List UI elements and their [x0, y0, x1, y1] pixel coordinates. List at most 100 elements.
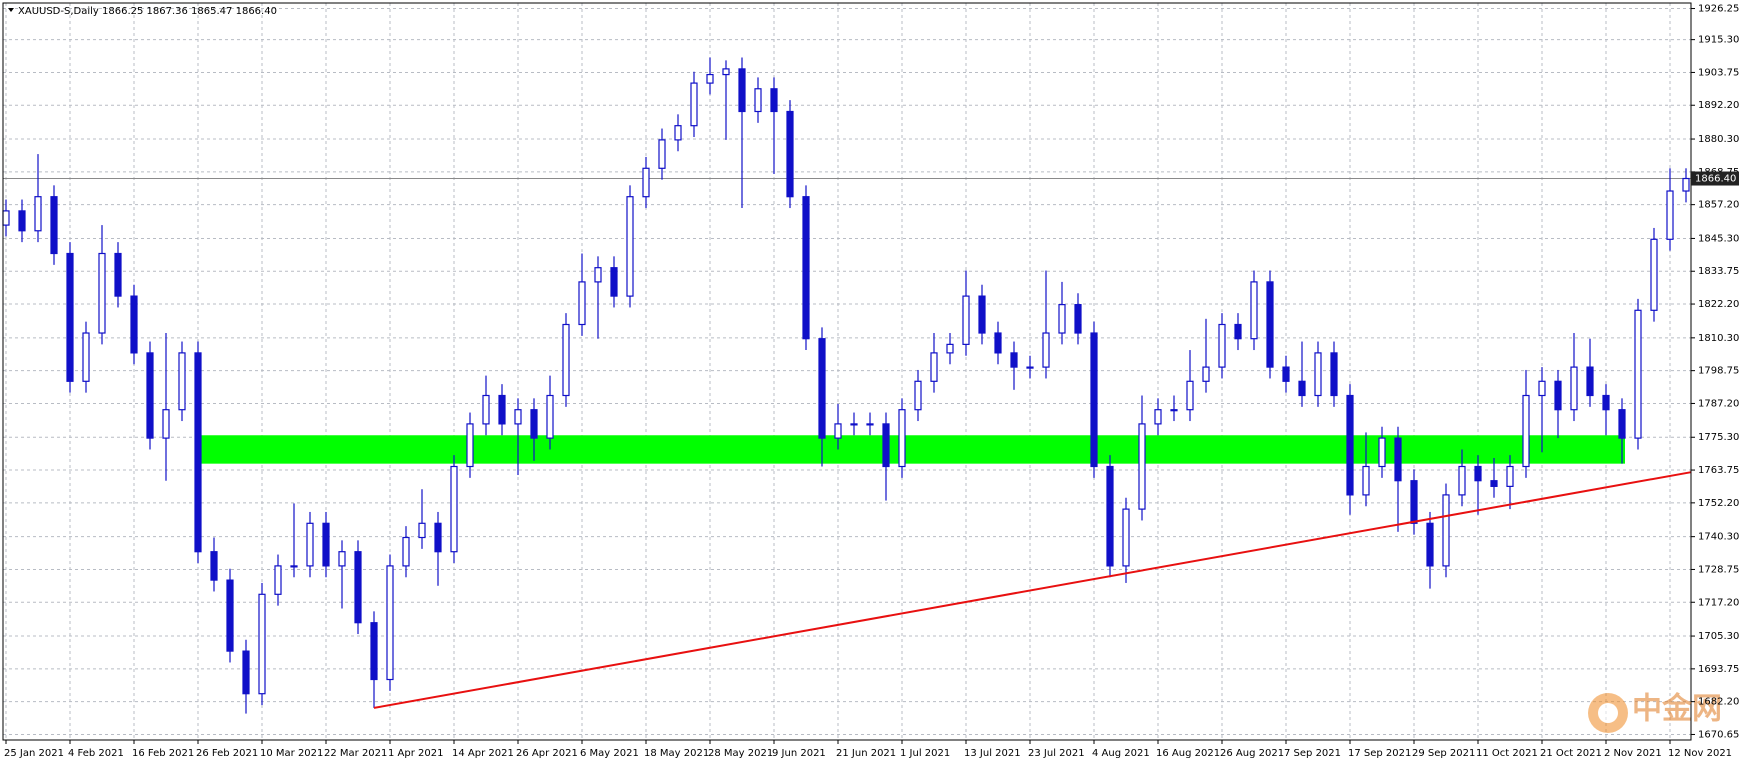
header-arrow [8, 8, 14, 12]
candle-body [610, 267, 618, 297]
candle-body [242, 650, 250, 695]
candle-body [482, 394, 490, 425]
candle-body [1394, 437, 1402, 482]
candle-body [1538, 380, 1546, 397]
x-tick-label: 16 Aug 2021 [1156, 748, 1220, 759]
x-tick-label: 18 May 2021 [644, 748, 709, 759]
candle-body [994, 332, 1002, 354]
x-tick-label: 26 Aug 2021 [1220, 748, 1284, 759]
x-tick-label: 26 Apr 2021 [516, 748, 578, 759]
candle-body [1154, 409, 1162, 425]
candle-body [1474, 465, 1482, 482]
candle-body [1666, 190, 1674, 240]
x-tick-label: 29 Sep 2021 [1412, 748, 1475, 759]
candle-body [866, 423, 874, 426]
candle-body [930, 352, 938, 382]
candle-body [1026, 366, 1034, 369]
candle-body [1042, 332, 1050, 368]
candle-body [1362, 465, 1370, 496]
y-tick-label: 1787.20 [1698, 398, 1739, 409]
y-tick-label: 1798.75 [1698, 366, 1739, 377]
candle-body [658, 139, 666, 169]
candle-body [1602, 394, 1610, 411]
candle-body [562, 323, 570, 397]
current-price-label: 1866.40 [1695, 174, 1736, 185]
candle-body [1586, 366, 1594, 397]
plot-frame [2, 2, 1692, 741]
candle-body [1410, 480, 1418, 524]
candle-body [1298, 380, 1306, 397]
candle-body [898, 409, 906, 468]
candle-body [114, 252, 122, 297]
candle-body [34, 196, 42, 232]
x-tick-label: 21 Jun 2021 [836, 748, 896, 759]
candle-body [690, 82, 698, 127]
candle-body [1650, 238, 1658, 311]
x-tick-label: 4 Feb 2021 [68, 748, 124, 759]
candle-body [594, 267, 602, 283]
candle-body [418, 522, 426, 539]
candle-body [258, 593, 266, 695]
candle-body [1010, 352, 1018, 368]
candle-body [962, 295, 970, 345]
x-tick-label: 23 Jul 2021 [1028, 748, 1085, 759]
y-tick-label: 1880.30 [1698, 134, 1739, 145]
x-tick-label: 9 Jun 2021 [772, 748, 826, 759]
candle-body [2, 210, 10, 226]
candle-body [706, 73, 714, 84]
x-tick-label: 4 Aug 2021 [1092, 748, 1150, 759]
candle-body [850, 423, 858, 426]
candle-body [66, 252, 74, 382]
x-tick-label: 25 Jan 2021 [4, 748, 64, 759]
candle-body [386, 565, 394, 681]
candle-body [722, 68, 730, 76]
y-tick-label: 1822.20 [1698, 299, 1739, 310]
candle-body [1266, 281, 1274, 368]
candle-body [626, 196, 634, 297]
x-tick-label: 6 May 2021 [580, 748, 639, 759]
y-tick-label: 1845.30 [1698, 233, 1739, 244]
candle-body [450, 465, 458, 553]
candle-body [498, 394, 506, 425]
candle-body [818, 338, 826, 439]
y-tick-label: 1926.25 [1698, 4, 1739, 15]
candle-body [194, 352, 202, 553]
candle-body [1522, 394, 1530, 468]
candle-body [226, 579, 234, 652]
candle-body [146, 352, 154, 439]
watermark-text: 中金网 [1632, 692, 1722, 727]
x-tick-label: 22 Mar 2021 [324, 748, 387, 759]
y-tick-label: 1682.20 [1698, 697, 1739, 708]
y-tick-label: 1752.20 [1698, 498, 1739, 509]
y-tick-label: 1915.30 [1698, 35, 1739, 46]
x-tick-label: 12 Nov 2021 [1668, 748, 1732, 759]
candle-body [946, 343, 954, 354]
x-tick-label: 10 Mar 2021 [260, 748, 323, 759]
y-tick-label: 1693.75 [1698, 664, 1739, 675]
candle-body [1202, 366, 1210, 382]
candle-body [1346, 394, 1354, 496]
candle-body [530, 409, 538, 439]
x-tick-label: 28 May 2021 [708, 748, 773, 759]
candle-body [1442, 494, 1450, 567]
support-zone [195, 435, 1625, 464]
trendline [373, 471, 1692, 709]
candle-body [466, 423, 474, 468]
candle-body [370, 622, 378, 681]
candle-body [914, 380, 922, 411]
candle-body [514, 409, 522, 425]
y-tick-label: 1810.30 [1698, 333, 1739, 344]
candle-body [882, 423, 890, 468]
watermark-icon-inner [1598, 703, 1618, 723]
y-tick-label: 1728.75 [1698, 564, 1739, 575]
candle-body [50, 196, 58, 255]
candle-body [98, 252, 106, 334]
x-tick-label: 7 Sep 2021 [1284, 748, 1341, 759]
plot-layer [2, 3, 1692, 740]
y-tick-label: 1740.30 [1698, 532, 1739, 543]
x-tick-label: 26 Feb 2021 [196, 748, 258, 759]
candle-body [1186, 380, 1194, 411]
x-tick-label: 21 Oct 2021 [1540, 748, 1602, 759]
candle-body [274, 565, 282, 595]
